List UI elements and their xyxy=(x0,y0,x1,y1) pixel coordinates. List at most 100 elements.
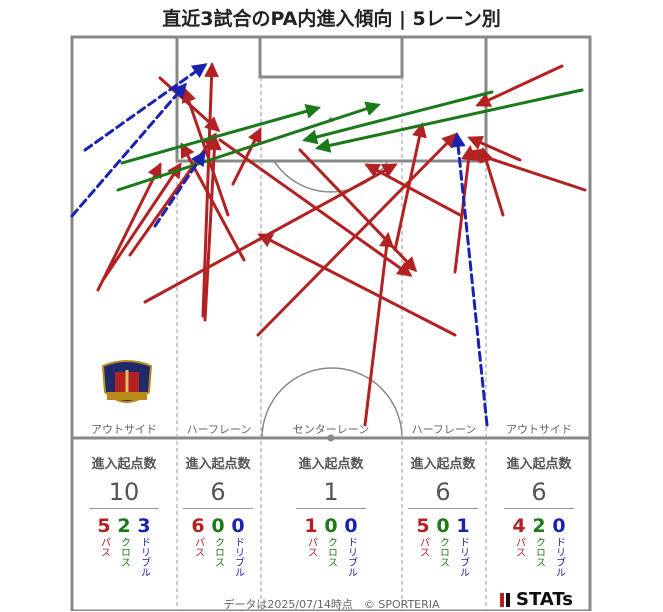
stat-total: 6 xyxy=(435,478,451,506)
stat-divider xyxy=(504,508,574,509)
stat-divider xyxy=(296,508,366,509)
stat-cross: 0 クロス xyxy=(208,515,228,571)
stat-dribble-caption: ドリブル xyxy=(345,537,357,577)
stat-cross: 0 クロス xyxy=(433,515,453,571)
stat-header: 進入起点数 xyxy=(298,457,364,472)
stat-header: 進入起点数 xyxy=(91,457,157,472)
pass-arrow xyxy=(475,64,564,107)
pass-arrow xyxy=(101,162,182,282)
stat-dribble-caption: ドリブル xyxy=(232,537,244,577)
cross-arrow xyxy=(302,90,494,145)
stat-cross: 2 クロス xyxy=(529,515,549,571)
stat-pass-caption: パス xyxy=(513,537,525,557)
pass-arrow xyxy=(218,138,413,277)
pass-arrow xyxy=(257,233,457,337)
cross-arrow xyxy=(315,88,584,153)
stat-breakdown: 5 パス 0 クロス 1 ドリブル xyxy=(413,515,513,585)
stat-breakdown: 4 パス 2 クロス 0 ドリブル xyxy=(509,515,609,585)
stat-pass: 5 パス xyxy=(94,515,114,561)
dribble-arrow xyxy=(450,132,489,427)
stat-divider xyxy=(408,508,478,509)
dribble-arrow xyxy=(83,63,208,152)
stat-total: 1 xyxy=(323,478,339,506)
pass-arrow xyxy=(96,162,162,292)
stat-cross-caption: クロス xyxy=(212,537,224,567)
dribble-arrow xyxy=(70,82,187,218)
lane-label-center: センターレーン xyxy=(292,423,370,436)
stat-pass-count: 4 xyxy=(512,515,526,537)
pass-arrow xyxy=(143,163,398,304)
stat-pass-caption: パス xyxy=(417,537,429,557)
pass-arrow xyxy=(363,232,395,427)
stats-logo-icon xyxy=(500,593,510,607)
stat-pass: 1 パス xyxy=(301,515,321,561)
page-title: 直近3試合のPA内進入傾向 | 5レーン別 xyxy=(162,8,501,30)
cross-arrow xyxy=(116,101,381,192)
dribble-arrow xyxy=(153,150,206,228)
stat-pass-count: 6 xyxy=(191,515,205,537)
stat-dribble: 1 ドリブル xyxy=(453,515,473,581)
pass-arrow xyxy=(479,147,505,217)
center-spot xyxy=(327,434,335,442)
stat-dribble: 0 ドリブル xyxy=(549,515,569,581)
pass-arrow xyxy=(453,145,477,274)
stat-dribble-caption: ドリブル xyxy=(457,537,469,577)
stat-pass-caption: パス xyxy=(192,537,204,557)
stat-cross-caption: クロス xyxy=(437,537,449,567)
stat-pass-count: 5 xyxy=(416,515,430,537)
stat-dribble-caption: ドリブル xyxy=(138,537,150,577)
stat-cross-count: 2 xyxy=(117,515,131,537)
lane-label-halflane-right: ハーフレーン xyxy=(411,423,477,436)
stat-dribble-count: 0 xyxy=(231,515,245,537)
lane-label-outside-right: アウトサイド xyxy=(506,423,572,436)
stat-cross: 0 クロス xyxy=(321,515,341,571)
stat-divider xyxy=(89,508,159,509)
stat-cross-caption: クロス xyxy=(118,537,130,567)
lane-label-outside-left: アウトサイド xyxy=(91,423,157,436)
club-crest-icon xyxy=(101,360,153,403)
stat-header: 進入起点数 xyxy=(410,457,476,472)
stat-dribble: 3 ドリブル xyxy=(134,515,154,581)
stat-dribble-count: 0 xyxy=(552,515,566,537)
lane-label-halflane-left: ハーフレーン xyxy=(186,423,252,436)
stat-pass-caption: パス xyxy=(98,537,110,557)
stat-header: 進入起点数 xyxy=(185,457,251,472)
pass-arrow xyxy=(181,87,230,217)
stat-dribble-count: 0 xyxy=(344,515,358,537)
stat-total: 10 xyxy=(108,478,140,506)
stat-header: 進入起点数 xyxy=(506,457,572,472)
stat-pass-count: 1 xyxy=(304,515,318,537)
stat-total: 6 xyxy=(531,478,547,506)
stat-cross-caption: クロス xyxy=(325,537,337,567)
stat-cross-count: 0 xyxy=(324,515,338,537)
stat-cross-caption: クロス xyxy=(533,537,545,567)
stat-pass: 6 パス xyxy=(188,515,208,561)
pass-arrow xyxy=(467,135,522,162)
stat-divider xyxy=(183,508,253,509)
stat-cross-count: 0 xyxy=(211,515,225,537)
stat-dribble: 0 ドリブル xyxy=(228,515,248,581)
stat-pass: 4 パス xyxy=(509,515,529,561)
brand-logo: STATs xyxy=(516,589,573,610)
pass-arrow xyxy=(364,163,462,217)
stat-pass: 5 パス xyxy=(413,515,433,561)
stat-cross-count: 0 xyxy=(436,515,450,537)
stat-breakdown: 6 パス 0 クロス 0 ドリブル xyxy=(188,515,288,585)
stat-total: 6 xyxy=(210,478,226,506)
stat-dribble-count: 1 xyxy=(456,515,470,537)
stat-cross: 2 クロス xyxy=(114,515,134,571)
pass-arrow xyxy=(128,132,217,257)
stat-dribble-caption: ドリブル xyxy=(553,537,565,577)
stat-dribble-count: 3 xyxy=(137,515,151,537)
cross-arrow xyxy=(120,104,321,165)
stat-dribble: 0 ドリブル xyxy=(341,515,361,581)
center-circle xyxy=(261,367,403,439)
arrow-layer xyxy=(70,62,587,427)
pass-arrow xyxy=(256,132,458,337)
pass-arrow xyxy=(467,148,587,192)
stat-pass-caption: パス xyxy=(305,537,317,557)
stat-pass-count: 5 xyxy=(97,515,111,537)
goal-area xyxy=(258,35,404,79)
footer-credit: データは2025/07/14時点 © SPORTERIA xyxy=(223,598,440,611)
